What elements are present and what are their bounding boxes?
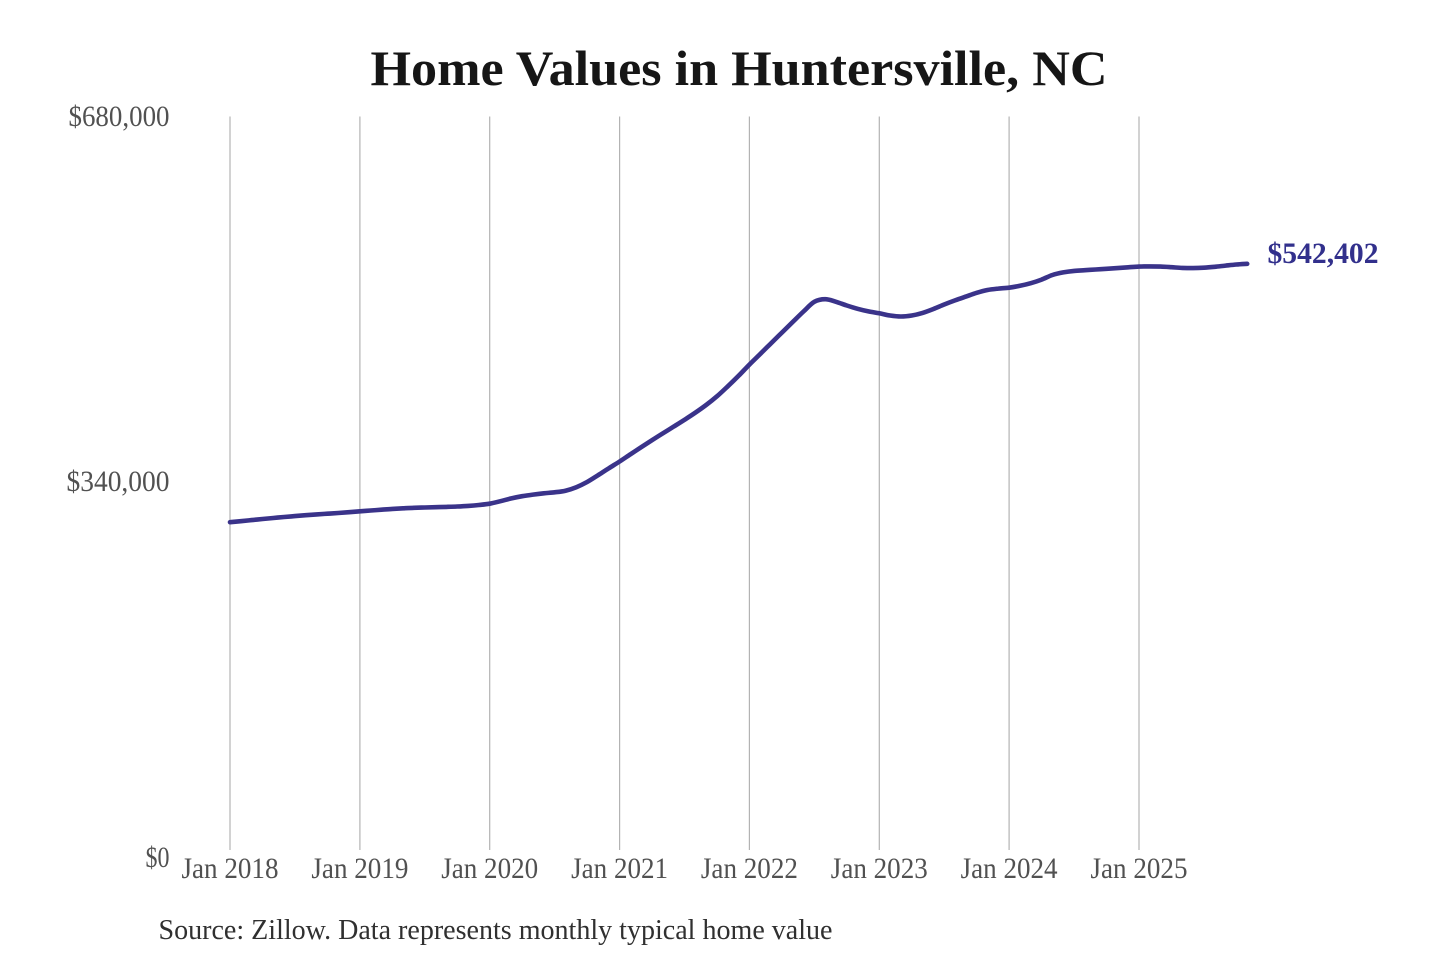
svg-text:Jan 2025: Jan 2025: [1091, 852, 1188, 885]
svg-text:Source: Zillow. Data represent: Source: Zillow. Data represents monthly …: [159, 914, 833, 946]
svg-text:Jan 2018: Jan 2018: [182, 852, 279, 885]
svg-text:Jan 2024: Jan 2024: [961, 852, 1058, 885]
svg-text:Jan 2020: Jan 2020: [441, 852, 538, 885]
svg-text:Jan 2019: Jan 2019: [311, 852, 408, 885]
svg-text:$542,402: $542,402: [1268, 237, 1379, 270]
svg-text:Jan 2023: Jan 2023: [831, 852, 928, 885]
svg-text:$0: $0: [146, 841, 170, 874]
svg-text:Home Values in Huntersville, N: Home Values in Huntersville, NC: [371, 40, 1108, 96]
svg-text:$680,000: $680,000: [69, 100, 170, 133]
svg-text:Jan 2022: Jan 2022: [701, 852, 798, 885]
svg-text:$340,000: $340,000: [67, 465, 170, 498]
svg-text:Jan 2021: Jan 2021: [571, 852, 668, 885]
